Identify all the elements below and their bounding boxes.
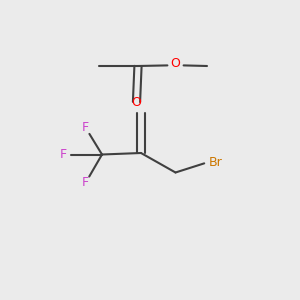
Text: O: O [132,95,141,109]
Text: O: O [171,57,180,70]
Text: F: F [82,121,89,134]
Text: F: F [59,148,67,161]
Text: Br: Br [208,155,222,169]
Text: F: F [82,176,89,190]
